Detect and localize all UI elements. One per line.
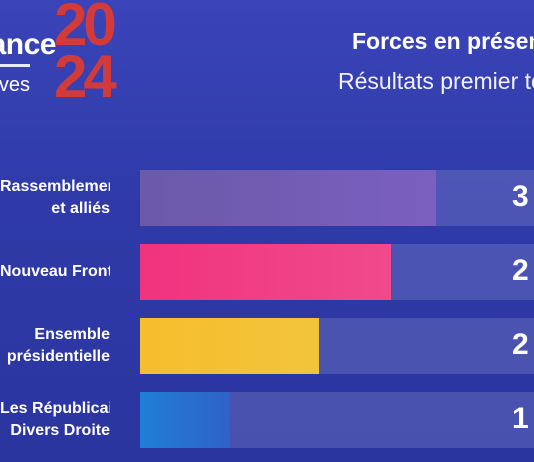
chart-header: Forces en présence Résultats premier tou…: [334, 28, 534, 98]
bar: [140, 170, 436, 226]
logo-subtitle: Législatives: [0, 74, 30, 98]
bar-label-line: Divers Droite: [10, 422, 110, 439]
bar-track: 2: [140, 318, 534, 374]
bar-value-text: 2: [512, 254, 529, 287]
logo-word: France: [0, 28, 56, 60]
logo-word-text: France: [0, 28, 56, 60]
chart-subtitle: Résultats premier tour: [338, 68, 534, 94]
chart-title: Forces en présence: [352, 28, 534, 54]
bar-label-line: et alliés: [51, 200, 110, 217]
bar-label-line: Les Républicains: [0, 400, 110, 417]
bar-label: Ensemble présidentielle: [0, 324, 110, 368]
bar-value-text: 3: [512, 180, 529, 213]
bar-label-line: Nouveau Front Populaire: [0, 263, 110, 280]
bar-label-line: présidentielle: [6, 348, 110, 365]
bar-value: 1: [512, 392, 534, 448]
bar: [140, 318, 319, 374]
logo-subtitle-text: Législatives: [0, 74, 30, 96]
bar-track: 2: [140, 244, 534, 300]
bar-value: 3: [512, 170, 534, 226]
bar-label: Rassemblement National et alliés: [0, 176, 110, 220]
logo-year-top: 20: [54, 0, 117, 52]
logo-year: 20 24: [54, 0, 144, 112]
bar-track: 3: [140, 170, 534, 226]
bar-label-line: Ensemble: [34, 326, 110, 343]
bar-track: 1: [140, 392, 534, 448]
bar-value: 2: [512, 318, 534, 374]
bar-value: 2: [512, 244, 534, 300]
bar-label: Nouveau Front Populaire: [0, 261, 110, 283]
bar: [140, 392, 230, 448]
bar: [140, 244, 391, 300]
bar-label-line: Rassemblement National: [0, 178, 110, 195]
logo-year-bottom: 24: [54, 52, 117, 104]
bar-value-text: 2: [512, 328, 529, 361]
bar-label: Les Républicains Divers Droite: [0, 398, 110, 442]
bar-value-text: 1: [512, 402, 529, 435]
logo-underline: [0, 64, 30, 67]
